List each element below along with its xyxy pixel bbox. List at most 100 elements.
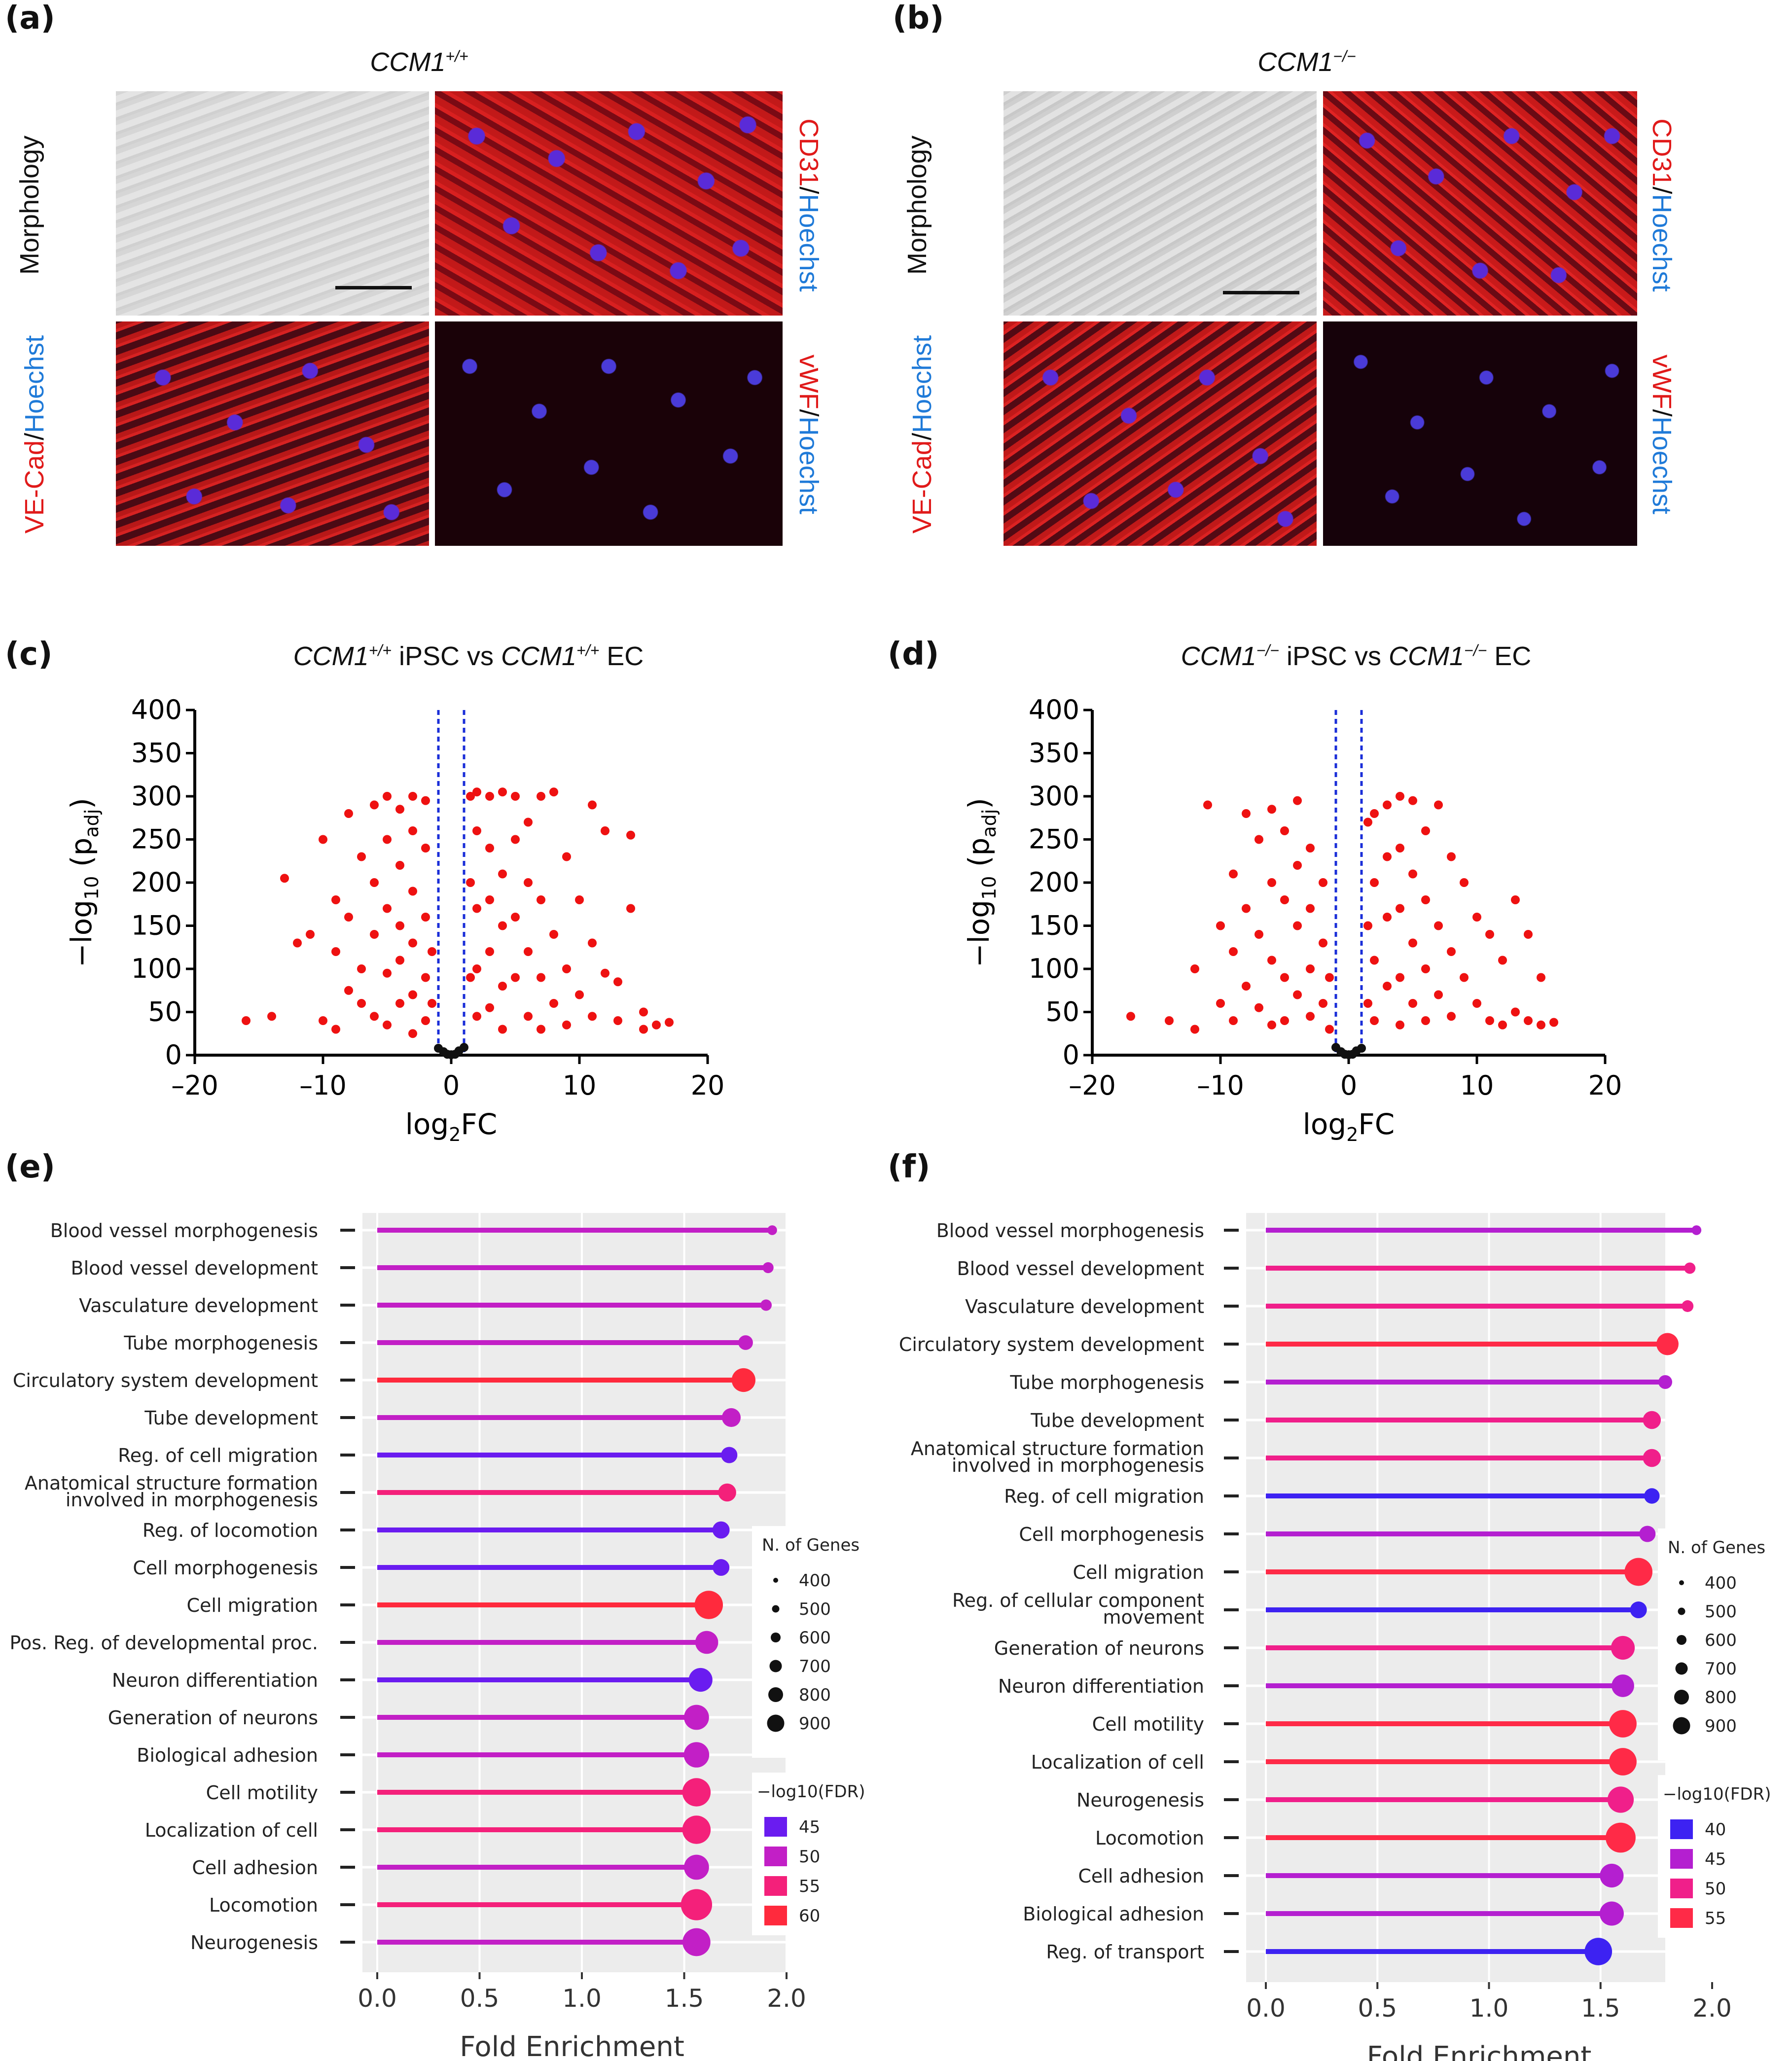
volcano-point-significant	[498, 1025, 507, 1034]
volcano-y-tick-label: 0	[1063, 1039, 1079, 1070]
lollipop-size-legend-marker	[1674, 1690, 1689, 1705]
panel-a-cd31-image	[435, 91, 783, 316]
lollipop-size-legend-marker	[1677, 1635, 1686, 1645]
lollipop-size-legend-label: 500	[799, 1599, 831, 1619]
lollipop-color-legend-label: 60	[799, 1906, 820, 1926]
panel-label-d: (d)	[888, 636, 939, 673]
volcano-point-significant	[1293, 796, 1302, 805]
volcano-point-significant	[383, 1020, 392, 1030]
volcano-point-significant	[511, 973, 520, 982]
lollipop-x-tick-label: 0.0	[1246, 1994, 1286, 2023]
lollipop-dot	[712, 1521, 730, 1539]
volcano-point-significant	[357, 852, 366, 861]
volcano-point-significant	[395, 921, 404, 930]
volcano-point-significant	[1472, 999, 1481, 1008]
volcano-point-ns	[1357, 1044, 1366, 1053]
volcano-point-significant	[485, 792, 494, 801]
lollipop-x-tick-label: 0.0	[358, 1984, 397, 2013]
lollipop-size-legend-label: 800	[1705, 1688, 1737, 1707]
lollipop-category-label: involved in morphogenesis	[952, 1455, 1204, 1476]
lollipop-dot	[694, 1591, 723, 1619]
volcano-y-tick-label: 50	[148, 996, 182, 1028]
volcano-x-axis-title: log2FC	[1303, 1107, 1395, 1145]
volcano-point-ns	[460, 1043, 468, 1052]
volcano-point-significant	[524, 947, 533, 956]
volcano-point-significant	[1485, 930, 1494, 939]
volcano-point-significant	[466, 792, 475, 801]
lollipop-dot	[688, 1668, 713, 1692]
volcano-point-significant	[1408, 869, 1417, 879]
volcano-point-significant	[408, 938, 417, 948]
volcano-y-tick-label: 150	[131, 910, 182, 941]
volcano-point-significant	[1498, 956, 1507, 965]
volcano-point-significant	[1254, 930, 1263, 939]
lollipop-dot	[718, 1483, 736, 1502]
volcano-point-significant	[537, 973, 545, 982]
lollipop-category-label: Reg. of locomotion	[143, 1520, 318, 1541]
lollipop-x-tick-label: 0.5	[460, 1984, 500, 2013]
volcano-point-significant	[1408, 999, 1417, 1008]
lollipop-dot	[731, 1368, 755, 1392]
volcano-point-significant	[485, 844, 494, 853]
lollipop-category-label: Cell migration	[186, 1595, 318, 1616]
lollipop-size-legend-marker	[771, 1633, 781, 1642]
volcano-point-significant	[1306, 1012, 1315, 1021]
volcano-point-significant	[575, 990, 584, 999]
lollipop-category-label: Reg. of cellular component	[952, 1590, 1204, 1611]
volcano-point-significant	[1267, 1020, 1276, 1030]
volcano-point-significant	[485, 947, 494, 956]
volcano-y-tick-label: 150	[1029, 910, 1079, 941]
volcano-point-significant	[601, 968, 609, 978]
volcano-point-significant	[408, 990, 417, 999]
volcano-point-significant	[319, 1016, 327, 1025]
volcano-point-significant	[472, 1012, 481, 1021]
volcano-point-significant	[1126, 1012, 1135, 1021]
panel-a-title: CCM1+/+	[370, 47, 468, 77]
lollipop-category-label: Reg. of cell migration	[1004, 1486, 1204, 1507]
volcano-point-significant	[395, 999, 404, 1008]
volcano-y-tick-label: 400	[131, 694, 182, 725]
lollipop-category-label: Cell morphogenesis	[1019, 1524, 1204, 1545]
panel-a-scale-bar	[335, 286, 412, 289]
volcano-point-significant	[408, 887, 417, 896]
lollipop-category-label: Anatomical structure formation	[25, 1472, 318, 1494]
volcano-point-significant	[1267, 956, 1276, 965]
volcano-point-significant	[562, 1020, 571, 1030]
volcano-x-tick-label: 10	[1460, 1070, 1494, 1101]
volcano-chart-d: 0 50 100 150 200 250 300 350 400 –20 –10 0 10 20 log2F…	[962, 694, 1622, 1145]
panel-b-vecad-label: VE-Cad/Hoechst	[907, 335, 937, 534]
volcano-point-significant	[408, 792, 417, 801]
volcano-point-significant	[1460, 878, 1469, 887]
volcano-point-significant	[1434, 990, 1443, 999]
volcano-point-significant	[511, 835, 520, 844]
volcano-point-significant	[1370, 1016, 1379, 1025]
volcano-point-significant	[1293, 921, 1302, 930]
panel-b-scale-bar	[1223, 291, 1299, 294]
panel-a-vecad-label: VE-Cad/Hoechst	[20, 335, 49, 534]
lollipop-category-label: Locomotion	[1095, 1827, 1204, 1849]
volcano-point-significant	[1306, 904, 1315, 913]
volcano-point-significant	[588, 800, 597, 810]
lollipop-x-tick-label: 1.0	[1469, 1994, 1509, 2023]
volcano-point-significant	[1383, 800, 1392, 810]
lollipop-dot	[684, 1705, 709, 1730]
volcano-y-tick-label: 200	[1029, 867, 1079, 898]
volcano-point-significant	[383, 904, 392, 913]
volcano-y-tick-label: 350	[1029, 738, 1079, 769]
lollipop-category-label: Cell migration	[1073, 1562, 1204, 1583]
volcano-y-tick-label: 100	[131, 953, 182, 984]
volcano-y-tick-label: 200	[131, 867, 182, 898]
volcano-point-significant	[562, 852, 571, 861]
volcano-point-significant	[652, 1020, 661, 1030]
volcano-y-tick-label: 50	[1045, 996, 1079, 1028]
panel-b-morphology-label: Morphology	[902, 135, 932, 275]
panel-label-c: (c)	[5, 636, 53, 673]
lollipop-category-label: Localization of cell	[145, 1819, 318, 1841]
lollipop-size-legend-label: 600	[799, 1628, 831, 1648]
volcano-point-significant	[1434, 921, 1443, 930]
volcano-point-significant	[613, 977, 622, 987]
volcano-point-significant	[1537, 1020, 1545, 1030]
volcano-point-significant	[1242, 982, 1251, 991]
lollipop-category-label: Neurogenesis	[190, 1932, 318, 1954]
